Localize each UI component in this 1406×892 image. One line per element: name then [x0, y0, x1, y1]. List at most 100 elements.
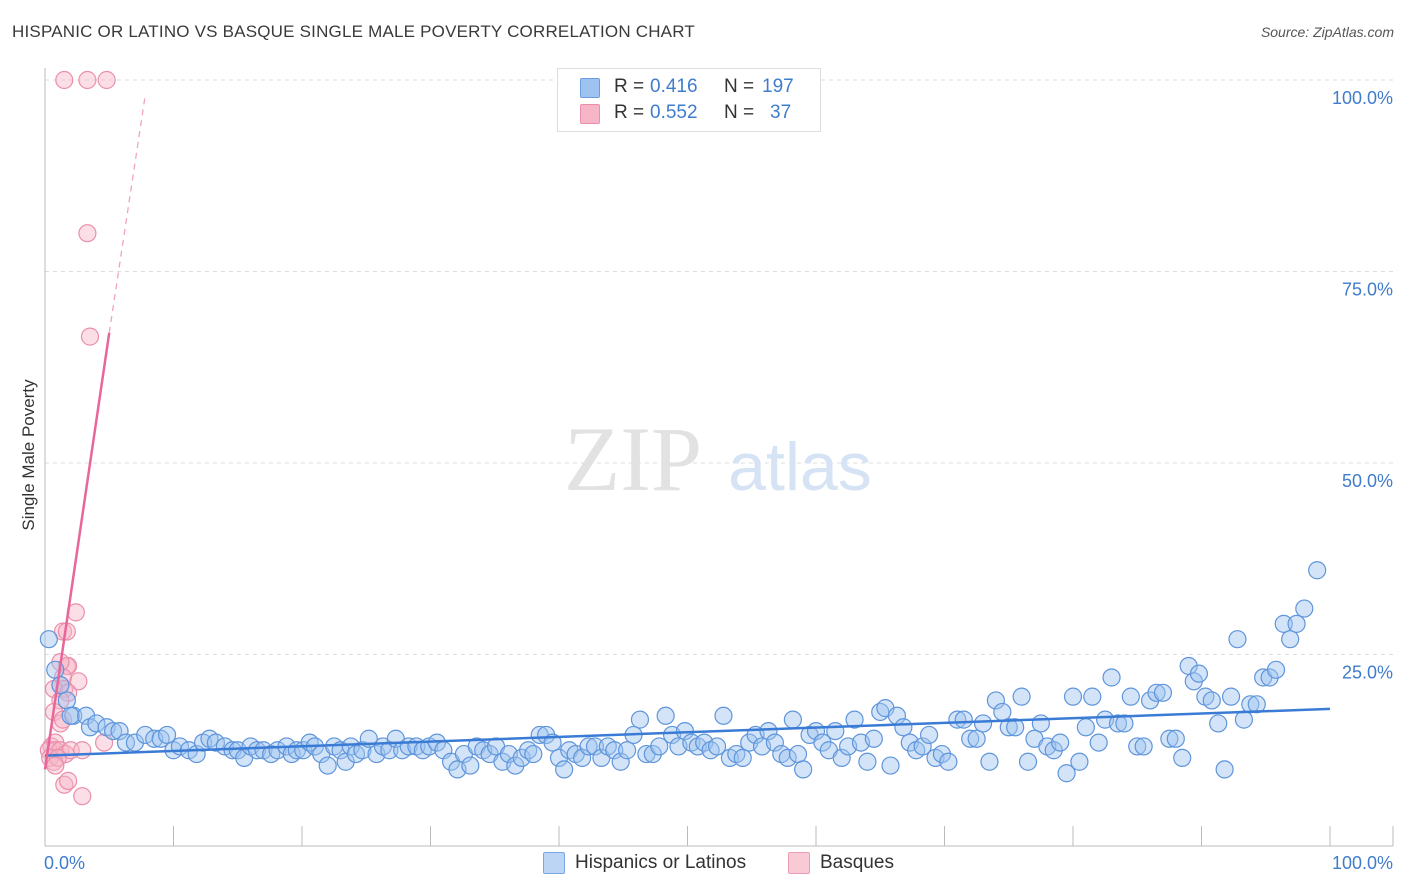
legend-item-basques[interactable]: Basques [788, 852, 894, 874]
hispanics-point [1031, 714, 1050, 733]
legend-label-basques: Basques [820, 852, 894, 873]
basques-point [80, 327, 100, 346]
y-tick-label: 25.0% [1342, 663, 1393, 683]
basques-point [78, 70, 97, 90]
legend-r-label: R = [614, 76, 645, 97]
hispanics-point [778, 748, 797, 768]
basques-point [59, 683, 78, 702]
hispanics-point [605, 741, 624, 760]
hispanics-point [125, 733, 145, 752]
hispanics-point [913, 737, 932, 756]
hispanics-point [1057, 764, 1076, 783]
y-tick-label: 75.0% [1342, 280, 1393, 300]
hispanics-point [788, 744, 808, 764]
hispanics-point [881, 756, 900, 775]
hispanics-point [618, 741, 637, 760]
hispanics-point [110, 721, 129, 741]
legend-n-value-basques: 37 [770, 102, 792, 123]
hispanics-point [318, 756, 337, 775]
hispanics-point [579, 737, 598, 756]
hispanics-point [1202, 691, 1221, 710]
hispanics-point [759, 721, 778, 741]
hispanics-point [1228, 630, 1247, 649]
legend-n-label: N = [724, 76, 755, 97]
hispanics-point [1076, 718, 1095, 737]
hispanics-point [1166, 729, 1185, 748]
hispanics-point [1063, 687, 1083, 706]
hispanics-point [961, 729, 980, 748]
hispanics-point [555, 760, 574, 779]
y-axis-label: Single Male Poverty [19, 379, 38, 531]
hispanics-point [524, 744, 543, 764]
legend-swatch-basques [580, 104, 600, 124]
hispanics-point [733, 748, 752, 768]
hispanics-point [1189, 664, 1209, 683]
hispanics-point [585, 737, 605, 756]
hispanics-point [104, 721, 123, 741]
hispanics-point [1070, 752, 1089, 771]
legend-swatch-hispanics [543, 852, 565, 874]
hispanics-point [939, 752, 958, 771]
basques-trend-line [43, 332, 111, 770]
hispanics-point [714, 706, 733, 725]
hispanics-point [630, 710, 650, 729]
hispanics-point [894, 718, 913, 737]
hispanics-point [136, 725, 155, 745]
legend-r-label: R = [614, 102, 645, 123]
hispanics-point [948, 710, 967, 729]
hispanics-point [61, 706, 80, 725]
chart-title: HISPANIC OR LATINO VS BASQUE SINGLE MALE… [12, 22, 695, 41]
hispanics-trend-line [44, 707, 1331, 757]
stats-legend: R = 0.416 N = 197 R = 0.552 N = 37 [557, 68, 821, 132]
trend-lines [43, 95, 1331, 770]
hispanics-point [1051, 733, 1070, 752]
basques-point [55, 70, 74, 90]
hispanics-point [1102, 668, 1121, 687]
hispanics-point [1012, 687, 1031, 706]
hispanics-point [1221, 687, 1241, 706]
basques-point [73, 787, 92, 806]
watermark-zip: ZIP [564, 408, 702, 510]
hispanics-point [1006, 718, 1025, 737]
hispanics-point [1128, 737, 1147, 756]
watermark: ZIP atlas [564, 408, 872, 510]
basques-point [69, 672, 88, 691]
hispanics-point [1215, 760, 1234, 779]
hispanics-point [573, 748, 592, 768]
hispanics-point [832, 748, 851, 768]
hispanics-point [1121, 687, 1140, 706]
hispanics-point [1209, 714, 1228, 733]
hispanics-point [353, 741, 372, 760]
basques-point [46, 756, 65, 775]
hispanics-point [87, 714, 106, 733]
hispanics-points [39, 561, 1327, 783]
legend-r-value-hispanics: 0.416 [650, 76, 698, 97]
legend-swatch-basques [788, 852, 810, 874]
hispanics-point [973, 714, 993, 733]
hispanics-point [794, 760, 813, 779]
hispanics-point [1018, 752, 1038, 771]
basques-point [97, 70, 116, 90]
hispanics-point [611, 752, 630, 771]
x-tick-label: 0.0% [44, 853, 85, 873]
hispanics-point [1295, 599, 1314, 618]
hispanics-point [919, 725, 939, 745]
hispanics-point [1287, 614, 1306, 633]
legend-item-hispanics[interactable]: Hispanics or Latinos [543, 852, 746, 874]
legend-label-hispanics: Hispanics or Latinos [575, 852, 747, 873]
hispanics-point [783, 710, 802, 729]
legend-swatch-hispanics [580, 78, 600, 98]
hispanics-point [51, 676, 70, 695]
hispanics-point [1115, 714, 1134, 733]
legend-n-label: N = [724, 102, 755, 123]
hispanics-point [57, 691, 76, 710]
hispanics-point [247, 741, 267, 760]
legend-r-value-basques: 0.552 [650, 102, 698, 123]
basques-point [78, 224, 97, 243]
hispanics-point [967, 729, 986, 748]
hispanics-point [650, 737, 669, 756]
basques-points [39, 70, 116, 806]
y-tick-label: 50.0% [1342, 471, 1393, 491]
hispanics-point [993, 702, 1012, 722]
watermark-atlas: atlas [728, 429, 872, 505]
